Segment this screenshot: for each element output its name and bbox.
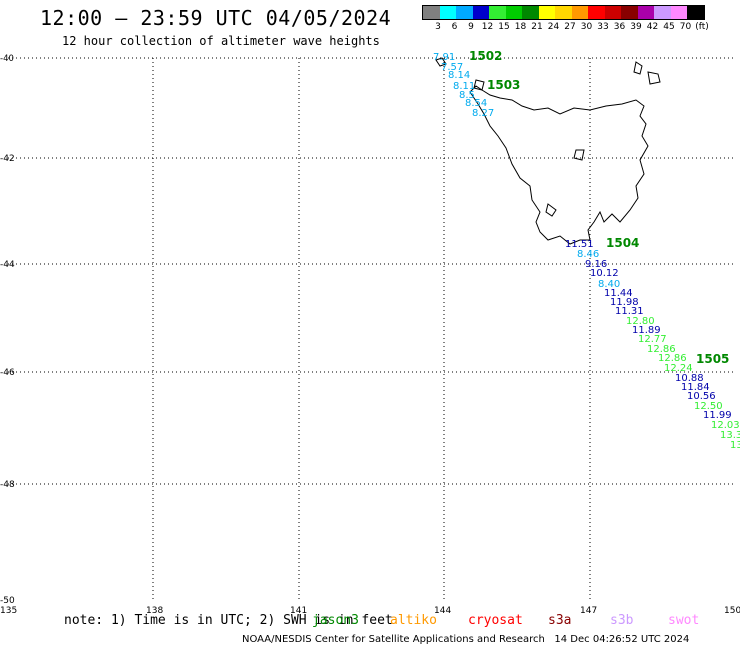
- lon-tick-label: 150: [724, 606, 740, 616]
- footer-agency: NOAA/NESDIS Center for Satellite Applica…: [242, 634, 545, 645]
- wave-height-value: 13: [730, 440, 740, 451]
- scale-swatch-42: [637, 6, 654, 19]
- wave-height-value: 11.84: [681, 382, 710, 393]
- scale-swatch-6: [439, 6, 456, 19]
- scale-swatches: [422, 5, 705, 20]
- wave-height-value: 8.27: [472, 108, 494, 119]
- graticule: [8, 57, 736, 600]
- scale-labels: 3 6 9 12 15 18 21 24 27 30 33 36 39 42 4…: [422, 20, 709, 34]
- wave-height-value: 10.12: [590, 268, 619, 279]
- scale-swatch-36: [604, 6, 621, 19]
- lat-tick-label: -50: [0, 596, 15, 606]
- wave-height-value: 11.98: [610, 297, 639, 308]
- scale-label: 21: [531, 22, 543, 32]
- wave-height-value: 11.99: [703, 410, 732, 421]
- lon-tick-label: 138: [146, 606, 163, 616]
- scale-label: 15: [498, 22, 510, 32]
- wave-height-value: 7.57: [441, 62, 463, 73]
- scale-swatch-9: [456, 6, 473, 19]
- lat-tick-label: -46: [0, 368, 15, 378]
- scale-swatch-18: [505, 6, 522, 19]
- wave-height-value: 12.86: [647, 344, 676, 355]
- scale-label: 45: [663, 22, 675, 32]
- wave-height-color-scale: 3 6 9 12 15 18 21 24 27 30 33 36 39 42 4…: [422, 5, 709, 34]
- scale-label: 24: [547, 22, 560, 32]
- scale-label: 42: [646, 22, 659, 32]
- scale-swatch-15: [489, 6, 506, 19]
- wave-height-value: 7.91: [433, 52, 455, 63]
- time-marker: 1502: [469, 49, 502, 63]
- wave-height-value: 11.89: [632, 325, 661, 336]
- scale-swatch-27: [555, 6, 572, 19]
- wave-height-value: 12.50: [694, 401, 723, 412]
- satellite-legend-cryosat: cryosat: [468, 613, 523, 628]
- satellite-legend-swot: swot: [668, 613, 700, 628]
- scale-swatch-24: [538, 6, 555, 19]
- wave-height-observations: 7.917.578.148.118.58.548.27 11.518.469.16…: [433, 52, 740, 451]
- map-subtitle: 12 hour collection of altimeter wave hei…: [62, 34, 380, 48]
- lon-tick-label: 147: [580, 606, 597, 616]
- scale-label: 30: [580, 22, 593, 32]
- wave-height-value: 9.16: [585, 259, 607, 270]
- wave-height-value: 11.31: [615, 306, 644, 317]
- scale-swatch-21: [522, 6, 539, 19]
- wave-height-value: 12.80: [626, 316, 655, 327]
- scale-label: 12: [481, 22, 494, 32]
- scale-swatch-3: [423, 6, 440, 19]
- scale-swatch-39: [621, 6, 638, 19]
- wave-height-value: 12.03: [711, 420, 740, 431]
- scale-swatch-70: [670, 6, 687, 19]
- lon-tick-label: 144: [434, 606, 451, 616]
- scale-swatch-30: [571, 6, 588, 19]
- scale-swatch-45: [654, 6, 671, 19]
- wave-height-value: 13.3: [720, 430, 740, 441]
- scale-label: 33: [597, 22, 609, 32]
- tasmania-coastline: [435, 57, 661, 245]
- lat-tick-label: -42: [0, 154, 15, 164]
- footer-timestamp: 14 Dec 04:26:52 UTC 2024: [554, 634, 690, 645]
- lon-tick-label: 135: [0, 606, 17, 616]
- wave-height-value: 8.11: [453, 81, 475, 92]
- wave-height-value: 8.46: [577, 249, 599, 260]
- lat-tick-label: -40: [0, 54, 14, 64]
- footnote: note: 1) Time is in UTC; 2) SWH is in fe…: [64, 613, 393, 628]
- scale-swatch-max: [687, 6, 704, 19]
- scale-label: 3: [435, 22, 441, 32]
- wave-height-value: 8.14: [448, 70, 470, 81]
- satellite-legend-s3b: s3b: [610, 613, 634, 628]
- wave-height-value: 12.77: [638, 334, 667, 345]
- scale-label: 36: [613, 22, 626, 32]
- time-marker: 1504: [606, 236, 639, 250]
- satellite-legend-s3a: s3a: [548, 613, 572, 628]
- wave-height-value: 8.40: [598, 279, 620, 290]
- wave-height-value: 12.86: [658, 353, 687, 364]
- lon-tick-label: 141: [290, 606, 307, 616]
- wave-height-value: 10.56: [687, 391, 716, 402]
- scale-swatch-33: [588, 6, 605, 19]
- scale-label: 18: [514, 22, 527, 32]
- scale-label: (ft): [695, 22, 709, 32]
- wave-height-value: 8.54: [465, 98, 487, 109]
- time-marker: 1505: [696, 352, 729, 366]
- time-marker: 1503: [487, 78, 520, 92]
- scale-label: 27: [564, 22, 576, 32]
- scale-swatch-12: [472, 6, 489, 19]
- satellite-legend-jason3: jason3: [312, 613, 359, 628]
- footer: NOAA/NESDIS Center for Satellite Applica…: [242, 634, 689, 645]
- scale-label: 6: [451, 22, 458, 32]
- lat-tick-label: -44: [0, 260, 15, 270]
- wave-height-value: 10.88: [675, 373, 704, 384]
- lat-tick-label: -48: [0, 480, 15, 490]
- wave-height-value: 12.24: [664, 363, 693, 374]
- scale-label: 9: [468, 22, 474, 32]
- wave-height-value: 8.5: [459, 90, 475, 101]
- wave-height-value: 11.44: [604, 288, 633, 299]
- wave-height-value: 11.51: [565, 239, 594, 250]
- satellite-legend-altiko: altiko: [390, 613, 437, 628]
- scale-label: 39: [630, 22, 642, 32]
- map-title: 12:00 — 23:59 UTC 04/05/2024: [40, 6, 392, 30]
- scale-label: 70: [679, 22, 692, 32]
